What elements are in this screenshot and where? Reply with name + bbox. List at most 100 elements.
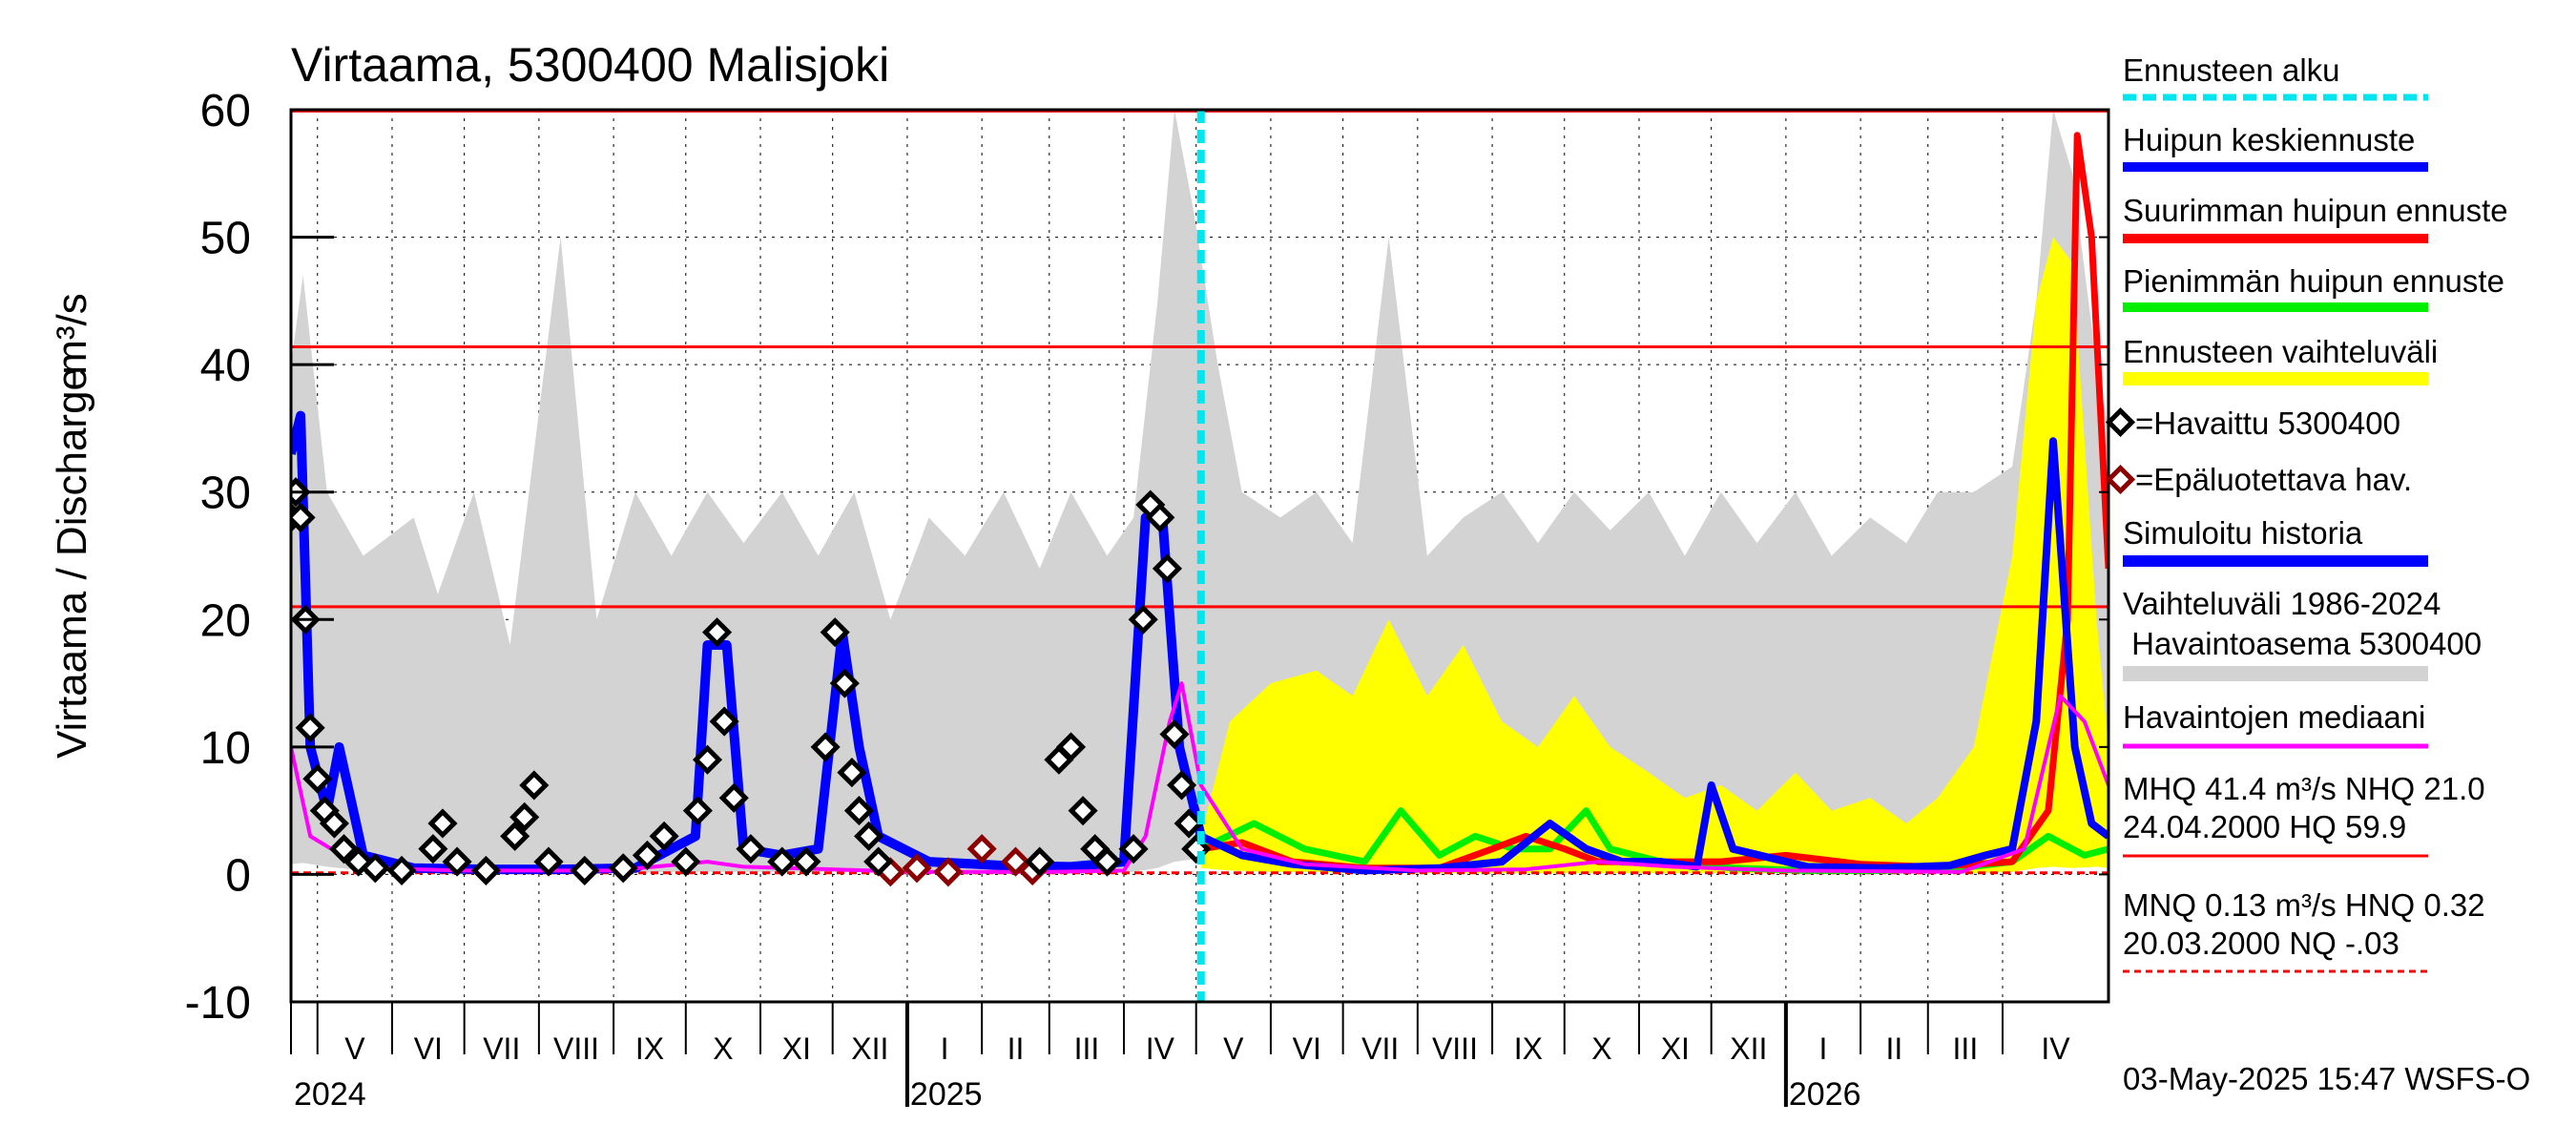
observed-marker <box>829 668 860 698</box>
month-label: VIII <box>553 1031 599 1066</box>
y-tick-label: 30 <box>200 468 251 519</box>
observed-marker <box>509 802 540 832</box>
unreliable-marker <box>902 853 932 884</box>
observed-marker <box>837 758 867 788</box>
legend-stats-low-1: MNQ 0.13 m³/s HNQ 0.32 <box>2123 887 2485 923</box>
legend-observed-label: =Havaittu 5300400 <box>2135 406 2400 441</box>
observed-marker <box>1159 718 1190 750</box>
observed-marker <box>1055 732 1087 762</box>
year-label: 2026 <box>1789 1076 1861 1113</box>
observed-marker <box>709 706 739 737</box>
month-label: IX <box>1514 1031 1543 1066</box>
unreliable-marker <box>966 834 997 864</box>
y-axis-unit: m³/s <box>49 293 95 375</box>
observed-marker <box>386 855 417 885</box>
month-label: I <box>941 1031 949 1066</box>
observed-marker <box>671 846 701 877</box>
observed-marker <box>1167 770 1197 801</box>
plot-frame <box>289 108 2110 1004</box>
month-label: III <box>1953 1031 1979 1066</box>
legend-median-label: Havaintojen mediaani <box>2123 699 2425 735</box>
observed-marker <box>442 846 472 877</box>
observed-marker <box>1128 604 1158 635</box>
observed-marker <box>328 834 360 864</box>
observed-marker <box>470 855 501 885</box>
y-tick-label: -10 <box>185 978 251 1029</box>
observed-marker <box>649 821 679 851</box>
unreliable-marker <box>933 857 964 887</box>
legend-range-label-1: Vaihteluväli 1986-2024 <box>2123 586 2441 621</box>
observed-marker <box>360 853 390 884</box>
observed-marker <box>500 821 530 851</box>
observed-marker <box>767 846 798 877</box>
observed-marker <box>702 617 733 648</box>
observed-marker <box>692 744 723 775</box>
legend: Ennusteen alku Huipun keskiennuste Suuri… <box>2105 52 2508 973</box>
legend-unreliable-marker <box>2105 464 2136 495</box>
observed-marker <box>608 853 638 884</box>
observed-marker <box>843 796 875 826</box>
observed-marker <box>1145 502 1175 532</box>
plot-area <box>291 110 2109 1002</box>
month-label: V <box>1223 1031 1244 1066</box>
y-tick-label: 40 <box>200 341 251 391</box>
month-label: X <box>1591 1031 1611 1066</box>
plot-content <box>291 110 2109 1002</box>
observed-marker <box>682 796 713 826</box>
legend-stats-high-2: 24.04.2000 HQ 59.9 <box>2123 809 2406 844</box>
month-label: X <box>713 1031 733 1066</box>
month-label: XI <box>782 1031 811 1066</box>
observed-marker <box>820 617 850 648</box>
observed-marker <box>1091 846 1122 877</box>
legend-observed-marker <box>2105 406 2136 438</box>
observed-marker <box>302 763 333 794</box>
chart-title: Virtaama, 5300400 Malisjoki <box>291 38 889 92</box>
month-label: V <box>344 1031 365 1066</box>
month-label: XII <box>1730 1031 1767 1066</box>
legend-min-peak-label: Pienimmän huipun ennuste <box>2123 263 2504 299</box>
observed-marker <box>1118 834 1149 864</box>
year-label: 2024 <box>294 1076 366 1113</box>
observed-marker <box>519 770 550 801</box>
observed-marker <box>418 834 448 864</box>
observed-marker <box>291 502 316 532</box>
month-label: III <box>1074 1031 1100 1066</box>
observed-marker <box>736 834 766 864</box>
month-label: XI <box>1661 1031 1690 1066</box>
legend-range-label-2: Havaintoasema 5300400 <box>2123 626 2482 661</box>
y-tick-label: 20 <box>200 595 251 646</box>
legend-simulated-label: Simuloitu historia <box>2123 515 2363 551</box>
observed-marker <box>1025 846 1055 877</box>
observed-marker <box>533 846 564 877</box>
legend-stats-high-1: MHQ 41.4 m³/s NHQ 21.0 <box>2123 771 2485 806</box>
y-tick-label: 60 <box>200 86 251 136</box>
observed-marker <box>319 808 349 839</box>
footer-timestamp: 03-May-2025 15:47 WSFS-O <box>2123 1061 2530 1096</box>
observed-marker <box>718 782 749 813</box>
observed-marker <box>791 846 821 877</box>
observed-marker <box>1068 796 1098 826</box>
month-label: IX <box>635 1031 664 1066</box>
month-label: II <box>1886 1031 1903 1066</box>
observed-marker <box>863 846 894 877</box>
legend-forecast-range-label: Ennusteen vaihteluväli <box>2123 334 2438 369</box>
observed-marker <box>570 855 600 885</box>
legend-mean-peak-label: Huipun keskiennuste <box>2123 122 2415 157</box>
observed-marker <box>427 808 458 839</box>
observed-marker <box>295 713 325 743</box>
legend-forecast-start-label: Ennusteen alku <box>2123 52 2340 88</box>
y-tick-label: 0 <box>225 850 251 901</box>
month-label: VII <box>483 1031 520 1066</box>
month-label: I <box>1819 1031 1828 1066</box>
observed-marker <box>810 732 841 762</box>
legend-stats-low-2: 20.03.2000 NQ -.03 <box>2123 926 2399 961</box>
observed-marker <box>1174 808 1204 839</box>
legend-max-peak-label: Suurimman huipun ennuste <box>2123 193 2508 228</box>
series-havaintojen-mediaani <box>291 681 2109 874</box>
y-tick-label: 50 <box>200 214 251 264</box>
observed-marker <box>854 821 884 851</box>
forecast-range-band <box>1200 237 2109 874</box>
month-label: II <box>1008 1031 1025 1066</box>
